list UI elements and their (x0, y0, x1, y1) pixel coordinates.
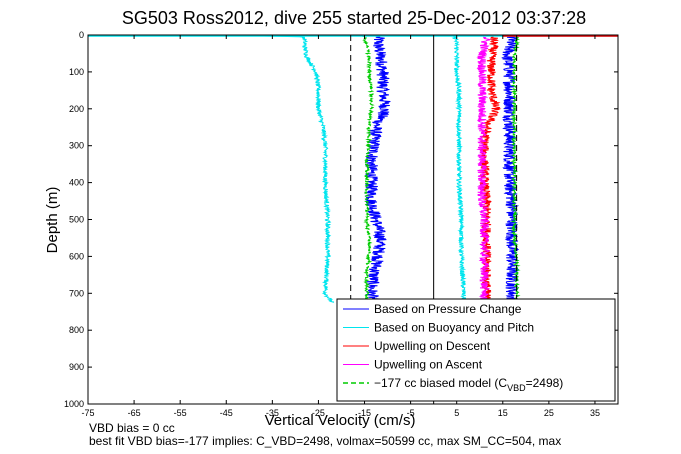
legend-label: −177 cc biased model (CVBD=2498) (374, 376, 563, 393)
x-tick-label: -5 (407, 408, 415, 418)
x-tick-label: -25 (312, 408, 325, 418)
x-tick-label: 25 (544, 408, 554, 418)
footer-line-2: best fit VBD bias=-177 implies: C_VBD=24… (89, 434, 561, 448)
y-tick-label: 500 (69, 215, 84, 225)
y-tick-label: 300 (69, 141, 84, 151)
series-line-based-on-pressure-change-descent (364, 36, 391, 301)
y-tick-label: 100 (69, 67, 84, 77)
y-tick-label: 200 (69, 104, 84, 114)
x-tick-label: -75 (81, 408, 94, 418)
series-line-upwelling-on-ascent (476, 36, 491, 301)
x-tick-label: 5 (454, 408, 459, 418)
y-tick-label: 1000 (64, 399, 84, 409)
series-line-based-on-pressure-change-ascent (501, 36, 520, 301)
x-tick-label: -65 (128, 408, 141, 418)
legend-label: Based on Buoyancy and Pitch (374, 321, 534, 335)
series-line-minus-177-cc-biased-model-cvbd-2498-descent (360, 35, 375, 301)
y-tick-label: 0 (79, 30, 84, 40)
x-tick-label: -15 (358, 408, 371, 418)
series-line-minus-177-cc-biased-model-cvbd-2498-ascent (510, 35, 521, 301)
x-tick-label: -35 (266, 408, 279, 418)
y-tick-label: 600 (69, 251, 84, 261)
y-tick-label: 900 (69, 362, 84, 372)
x-tick-label: 35 (590, 408, 600, 418)
legend-label: Based on Pressure Change (374, 302, 522, 316)
axes: -75 -65 -55 -45 -35 -25 -15 -5 5 15 25 350100200300… (64, 30, 619, 418)
legend-label: Upwelling on Ascent (374, 358, 483, 372)
x-axis-label: Vertical Velocity (cm/s) (265, 412, 416, 429)
series-line-based-on-buoyancy-and-pitch-descent (88, 35, 335, 303)
y-tick-label: 700 (69, 288, 84, 298)
legend-box (336, 298, 616, 402)
footer-line-1: VBD bias = 0 cc (89, 421, 175, 435)
y-tick-label: 800 (69, 325, 84, 335)
y-tick-label: 400 (69, 178, 84, 188)
x-tick-label: 15 (498, 408, 508, 418)
series-line-based-on-buoyancy-and-pitch-ascent (451, 35, 467, 303)
chart-title: SG503 Ross2012, dive 255 started 25-Dec-… (122, 8, 586, 28)
x-tick-label: -55 (174, 408, 187, 418)
series-line-upwelling-on-descent (479, 36, 502, 301)
legend-label: Upwelling on Descent (374, 339, 491, 353)
legend: Based on Pressure Change Based on Buoyanc… (336, 298, 616, 402)
y-axis-label: Depth (m) (44, 187, 61, 254)
x-tick-label: -45 (220, 408, 233, 418)
